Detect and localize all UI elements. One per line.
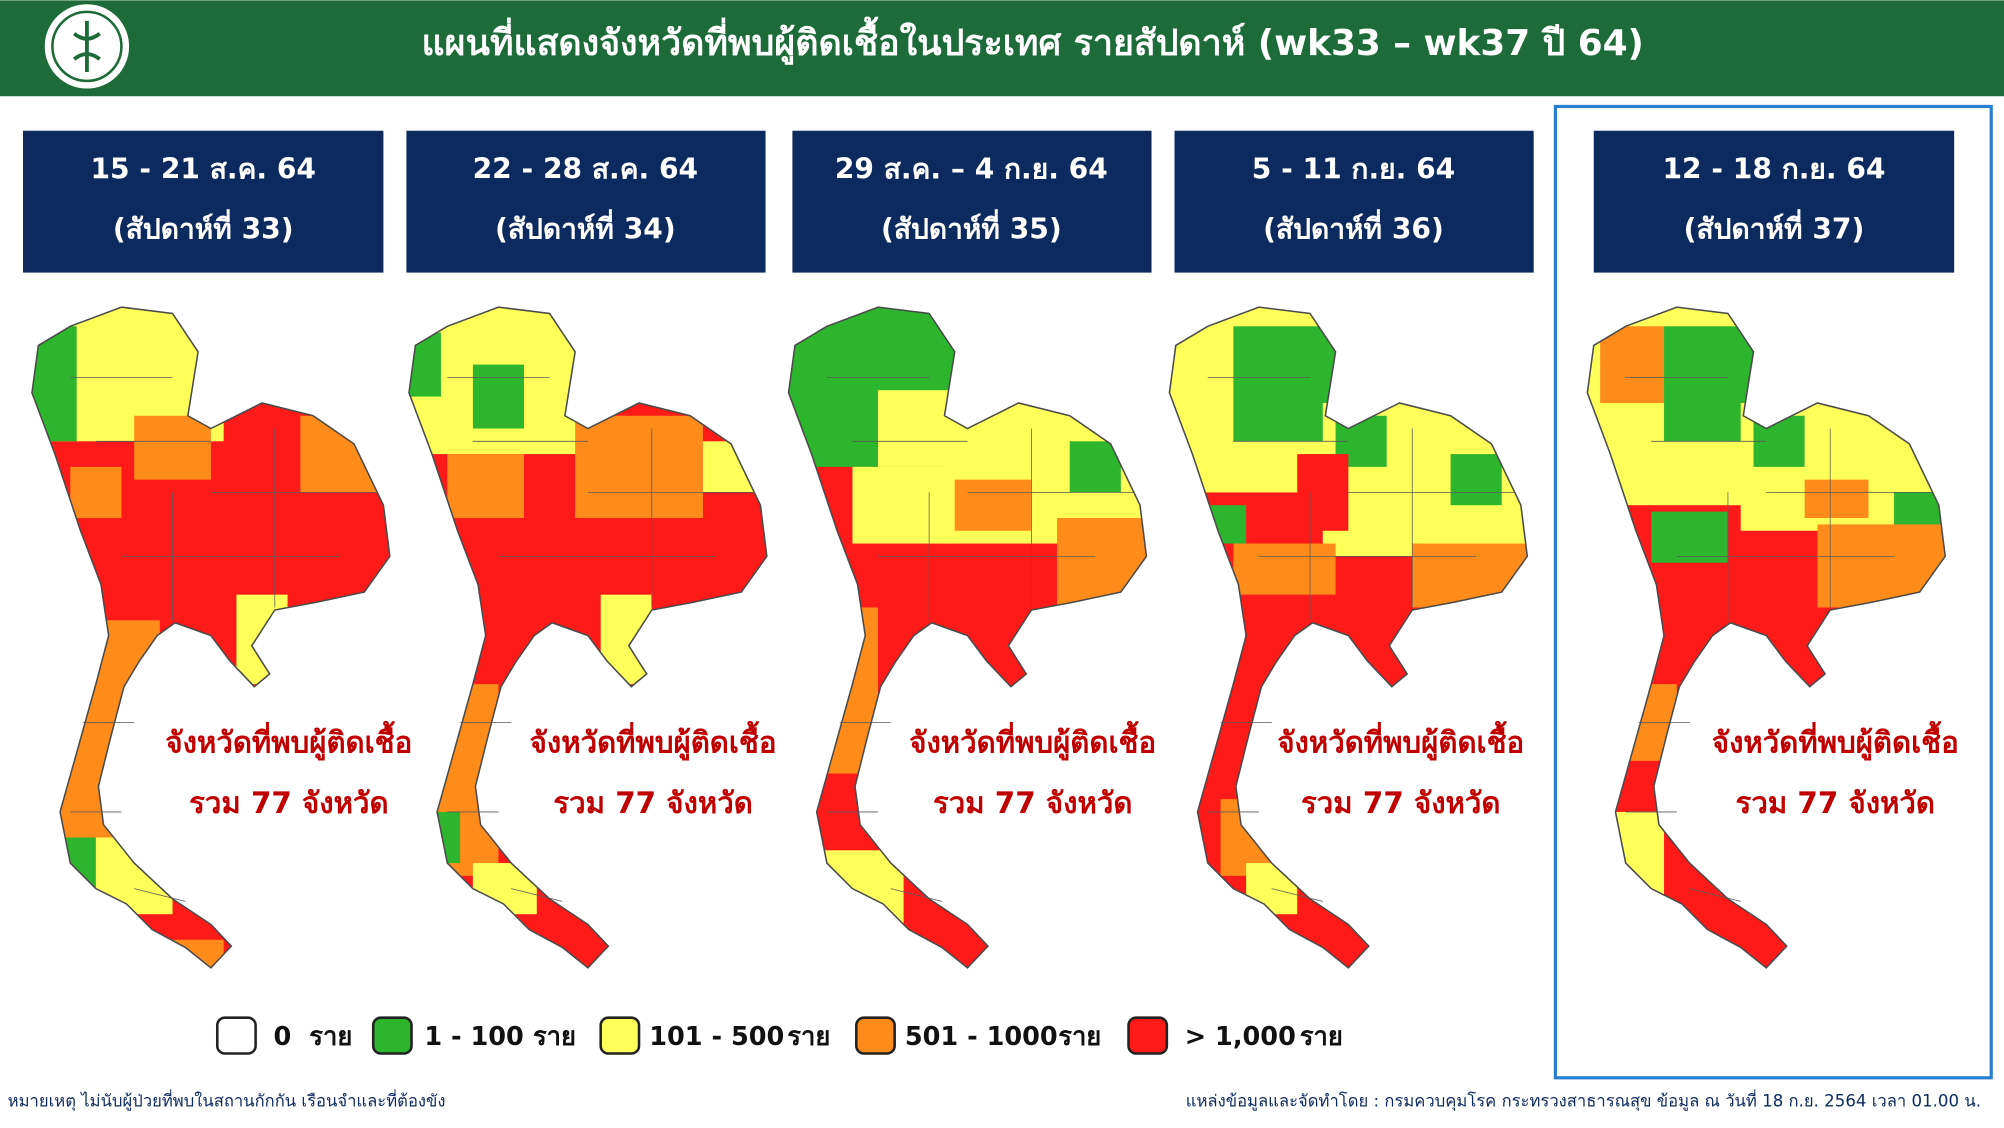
legend-unit: ราย — [309, 1022, 352, 1052]
legend-label: 1 - 100 — [424, 1022, 524, 1052]
legend-swatch — [1127, 1016, 1169, 1055]
panel-box — [1174, 130, 1534, 273]
legend-swatch — [855, 1016, 896, 1055]
legend-label: 501 - 1000 — [905, 1022, 1058, 1052]
map-week-33 — [31, 306, 391, 969]
legend-swatch — [371, 1016, 413, 1055]
map-week-37 — [1586, 306, 1946, 969]
legend-label: 0 — [274, 1022, 292, 1052]
panel-date: 15 - 21 ส.ค. 64 — [90, 152, 315, 185]
panel-box — [792, 130, 1152, 273]
map-week-34 — [408, 306, 768, 969]
legend-unit: ราย — [1300, 1022, 1343, 1052]
panel-week: (สัปดาห์ที่ 34) — [495, 208, 676, 245]
legend-unit: ราย — [533, 1022, 576, 1052]
logo-symbol — [72, 20, 101, 72]
footer-note: หมายเหตุ ไม่นับผู้ป่วยที่พบในสถานกักกัน … — [8, 1090, 446, 1112]
legend-unit: ราย — [787, 1022, 830, 1052]
panel-date: 12 - 18 ก.ย. 64 — [1662, 152, 1885, 185]
panel-box — [23, 130, 384, 273]
legend-swatch — [599, 1016, 641, 1055]
logo-ring — [51, 10, 123, 83]
map-week-35 — [787, 306, 1148, 969]
panel-week: (สัปดาห์ที่ 36) — [1263, 208, 1444, 245]
panel-week: (สัปดาห์ที่ 35) — [881, 208, 1062, 245]
map-note: จังหวัดที่พบผู้ติดเชื้อ — [530, 721, 777, 761]
map-total: รวม 77 จังหวัด — [1301, 786, 1500, 820]
panel-week: (สัปดาห์ที่ 37) — [1684, 208, 1865, 245]
map-notes: จังหวัดที่พบผู้ติดเชื้อ รวม 77 จังหวัด จ… — [165, 721, 1958, 820]
panel-date: 5 - 11 ก.ย. 64 — [1252, 152, 1455, 185]
legend: 0 ราย 1 - 100 ราย 101 - 500 ราย 501 - 10… — [215, 1016, 1343, 1055]
legend-unit: ราย — [1058, 1022, 1101, 1052]
header-bar — [0, 0, 2004, 97]
map-note: จังหวัดที่พบผู้ติดเชื้อ — [1277, 721, 1524, 761]
panel-headers: 15 - 21 ส.ค. 64 (สัปดาห์ที่ 33) 22 - 28 … — [23, 130, 1955, 273]
footer-source: แหล่งข้อมูลและจัดทำโดย : กรมควบคุมโรค กร… — [1186, 1090, 1981, 1112]
map-note: จังหวัดที่พบผู้ติดเชื้อ — [165, 721, 412, 761]
map-note: จังหวัดที่พบผู้ติดเชื้อ — [909, 721, 1156, 761]
panel-box — [406, 130, 766, 273]
panel-date: 22 - 28 ส.ค. 64 — [473, 152, 698, 185]
panel-week: (สัปดาห์ที่ 33) — [113, 208, 294, 245]
legend-label: > 1,000 — [1185, 1022, 1296, 1052]
map-total: รวม 77 จังหวัด — [189, 786, 388, 820]
panel-box — [1593, 130, 1955, 273]
panel-date: 29 ส.ค. – 4 ก.ย. 64 — [835, 152, 1108, 185]
map-note: จังหวัดที่พบผู้ติดเชื้อ — [1712, 721, 1959, 761]
highlight-frame — [1553, 104, 1993, 1080]
map-week-36 — [1168, 306, 1529, 969]
title: แผนที่แสดงจังหวัดที่พบผู้ติดเชื้อในประเท… — [422, 16, 1644, 65]
legend-swatch — [215, 1016, 257, 1055]
map-total: รวม 77 จังหวัด — [933, 786, 1132, 820]
map-total: รวม 77 จังหวัด — [553, 786, 752, 820]
map-total: รวม 77 จังหวัด — [1736, 786, 1935, 820]
legend-label: 101 - 500 — [649, 1022, 784, 1052]
